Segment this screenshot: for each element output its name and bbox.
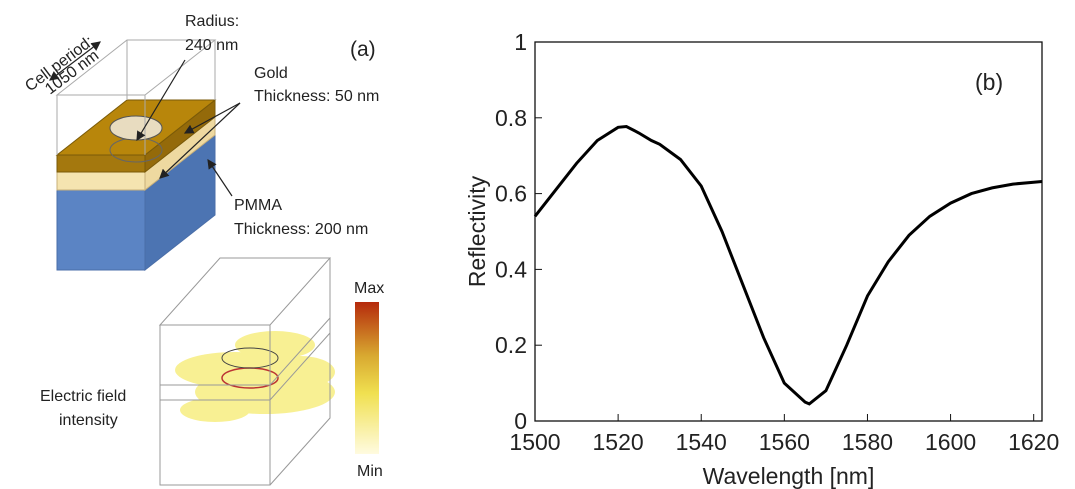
radius-title: Radius: bbox=[185, 13, 239, 30]
colorbar-max: Max bbox=[354, 280, 384, 297]
panel-label: (b) bbox=[975, 69, 1003, 95]
field-label: intensity bbox=[59, 412, 118, 429]
x-tick-label: 1580 bbox=[842, 429, 893, 455]
gold-thickness: Thickness: 50 nm bbox=[254, 88, 379, 105]
x-tick-label: 1520 bbox=[593, 429, 644, 455]
annotation-arrows bbox=[49, 41, 241, 197]
y-tick-label: 0.2 bbox=[495, 332, 527, 358]
unit-cell bbox=[55, 39, 217, 272]
radius-value: 240 nm bbox=[185, 37, 238, 54]
colorbar-min: Min bbox=[357, 463, 383, 480]
x-tick-label: 1540 bbox=[676, 429, 727, 455]
y-axis-label: Reflectivity bbox=[464, 175, 490, 287]
reflectivity-chart: 0 0.2 0.4 0.6 0.8 1 1500 1520 1540 1560 1580 1600 16… bbox=[464, 29, 1059, 489]
y-tick-label: 1 bbox=[514, 29, 527, 55]
x-tick-label: 1500 bbox=[509, 429, 560, 455]
y-tick-label: 0.6 bbox=[495, 181, 527, 207]
x-tick-label: 1620 bbox=[1008, 429, 1059, 455]
colorbar bbox=[355, 302, 379, 454]
pmma-thickness: Thickness: 200 nm bbox=[234, 221, 368, 238]
panel-label: (a) bbox=[350, 38, 376, 61]
y-tick-label: 0.8 bbox=[495, 105, 527, 131]
gold-title: Gold bbox=[254, 65, 288, 82]
field-label: Electric field bbox=[40, 388, 126, 405]
y-tick-label: 0.4 bbox=[495, 256, 527, 282]
x-axis-label: Wavelength [nm] bbox=[703, 463, 875, 489]
pmma-title: PMMA bbox=[234, 197, 282, 214]
x-tick-label: 1600 bbox=[925, 429, 976, 455]
field-cube bbox=[158, 257, 335, 486]
x-tick-label: 1560 bbox=[759, 429, 810, 455]
y-tick-label: 0 bbox=[514, 408, 527, 434]
plot-frame bbox=[534, 41, 1043, 422]
reflectivity-line bbox=[533, 124, 1043, 406]
